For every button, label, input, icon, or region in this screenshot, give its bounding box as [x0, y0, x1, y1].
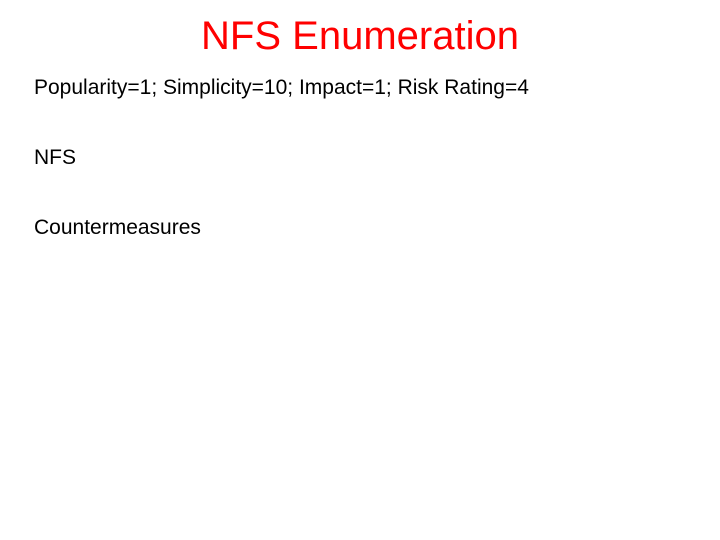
ratings-line: Popularity=1; Simplicity=10; Impact=1; R… [34, 76, 529, 100]
section-nfs: NFS [34, 146, 76, 170]
slide-title: NFS Enumeration [0, 14, 720, 59]
section-countermeasures: Countermeasures [34, 216, 201, 240]
slide: NFS Enumeration Popularity=1; Simplicity… [0, 0, 720, 540]
